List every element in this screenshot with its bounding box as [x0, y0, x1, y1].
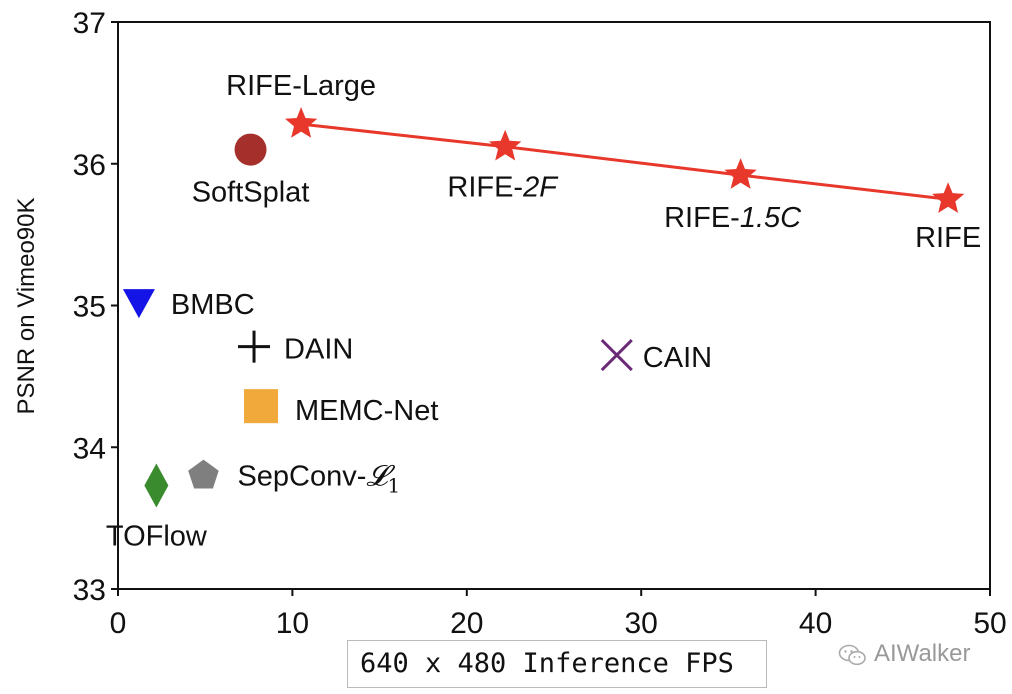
label-dain: DAIN: [284, 334, 353, 366]
point-star-3: [932, 182, 965, 213]
point-toflow: [144, 463, 169, 508]
y-tick-label-37: 37: [73, 7, 106, 40]
label-softsplat: SoftSplat: [192, 177, 310, 209]
point-memc-net: [244, 389, 279, 424]
watermark: AIWalker: [838, 636, 970, 672]
label-rife: RIFE: [915, 222, 981, 254]
x-tick-label-50: 50: [973, 607, 1006, 640]
point-star-0: [285, 107, 318, 138]
y-tick-label-33: 33: [73, 574, 106, 607]
label-cain: CAIN: [643, 342, 712, 374]
x-tick-label-10: 10: [276, 607, 309, 640]
point-bmbc: [122, 289, 155, 319]
label-toflow: TOFlow: [106, 521, 208, 553]
point-cain: [600, 339, 633, 372]
label-bmbc: BMBC: [171, 289, 255, 321]
x-tick-label-40: 40: [799, 607, 832, 640]
y-tick-label-36: 36: [73, 149, 106, 182]
x-tick-label-20: 20: [450, 607, 483, 640]
point-softsplat: [234, 133, 267, 166]
y-tick-label-35: 35: [73, 291, 106, 324]
point-star-1: [489, 129, 522, 161]
x-axis-label: 640 x 480 Inference FPS: [347, 640, 767, 688]
wechat-icon: [838, 644, 866, 665]
methods-layer: SoftSplat BMBC DAIN CAIN MEMC-Net SepConv-𝓛1 T…: [106, 133, 712, 553]
label-rife-large: RIFE-Large: [226, 70, 376, 102]
x-tick-label-30: 30: [625, 607, 658, 640]
series-line-rife: [300, 122, 949, 201]
point-star-2: [724, 158, 757, 189]
label-rife-2f: RIFE-2F: [447, 172, 559, 204]
watermark-text: AIWalker: [874, 640, 971, 667]
point-sepconv: [188, 459, 219, 489]
label-rife-1-5c: RIFE-1.5C: [664, 202, 802, 234]
y-axis: 33 34 35 36 37: [73, 7, 118, 607]
y-axis-label: PSNR on Vimeo90K: [13, 197, 40, 414]
y-tick-label-34: 34: [73, 432, 106, 465]
label-sepconv-1: SepConv-𝓛1: [237, 459, 400, 498]
x-tick-label-0: 0: [110, 607, 127, 640]
point-dain: [238, 330, 271, 363]
series-layer: RIFE-Large RIFE-2F RIFE-1.5C RIFE: [226, 70, 981, 254]
x-axis: 0 10 20 30 40 50: [110, 589, 1007, 640]
label-memc-net: MEMC-Net: [295, 395, 438, 427]
